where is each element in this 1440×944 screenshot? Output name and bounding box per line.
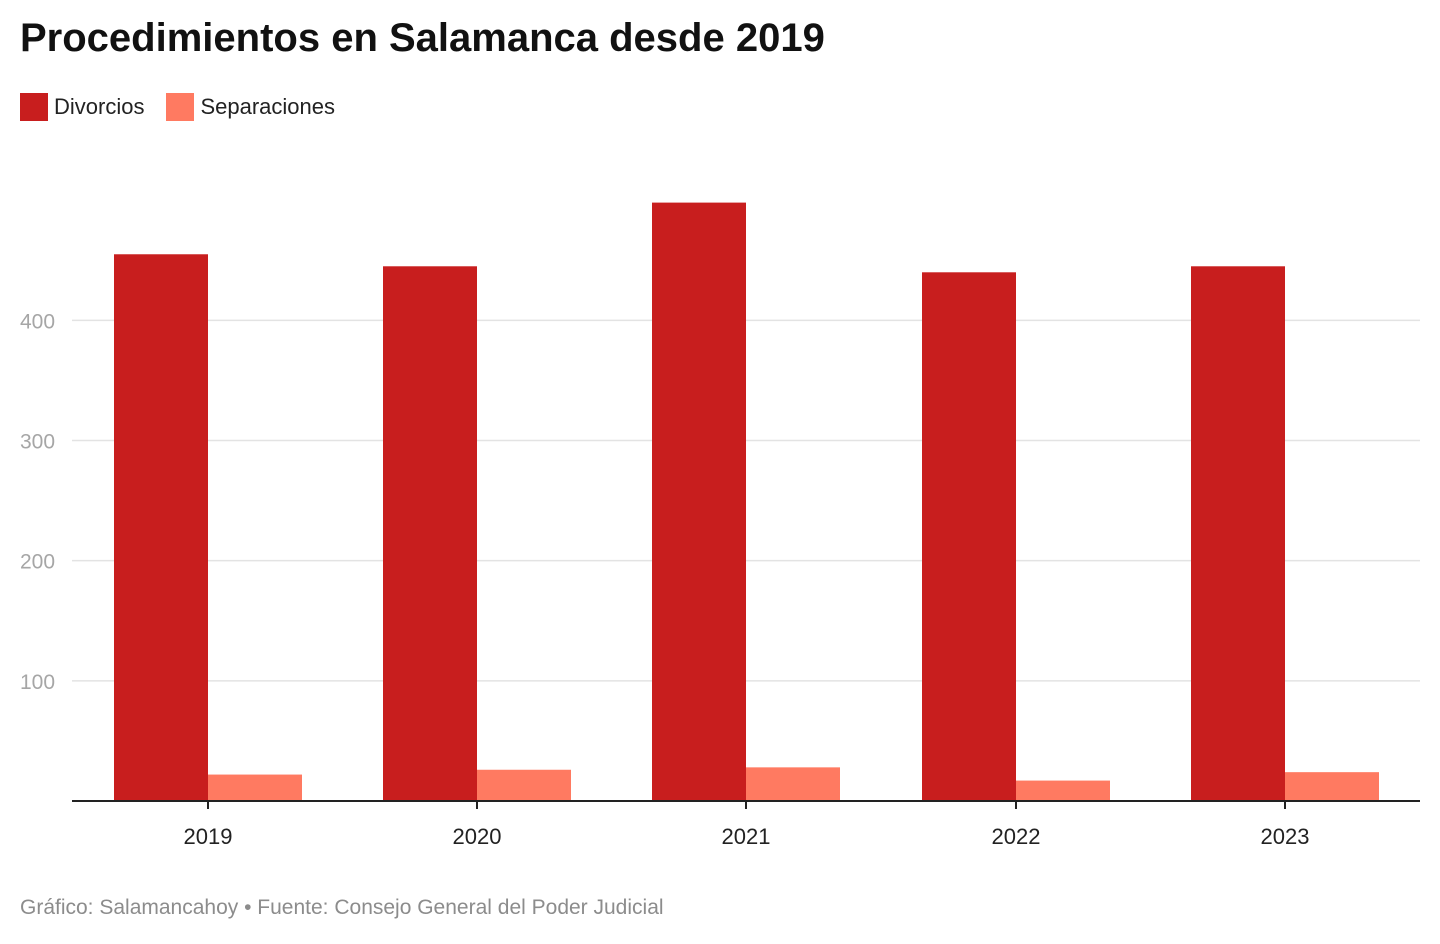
bar-divorcios-2019 — [114, 254, 208, 802]
bar-separaciones-2019 — [208, 774, 302, 801]
legend-label-divorcios: Divorcios — [54, 94, 145, 119]
x-tick-label-2020: 2020 — [453, 824, 502, 849]
bar-separaciones-2020 — [477, 769, 571, 801]
y-tick-label-400: 400 — [20, 310, 55, 333]
bar-separaciones-2022 — [1016, 780, 1110, 801]
chart-title: Procedimientos en Salamanca desde 2019 — [20, 16, 825, 60]
legend-item-separaciones: Separaciones — [166, 93, 335, 121]
legend-swatch-separaciones — [166, 93, 195, 121]
x-tick-label-2021: 2021 — [722, 824, 771, 849]
chart-footer: Gráfico: Salamancahoy • Fuente: Consejo … — [20, 896, 664, 919]
legend-label-separaciones: Separaciones — [200, 94, 336, 119]
legend-swatch-divorcios — [20, 93, 48, 121]
y-tick-label-200: 200 — [20, 551, 55, 574]
chart-legend: Divorcios Separaciones — [20, 92, 357, 122]
bar-divorcios-2022 — [922, 272, 1016, 801]
x-tick-label-2019: 2019 — [184, 824, 233, 849]
bar-separaciones-2023 — [1285, 772, 1379, 801]
bar-divorcios-2021 — [652, 202, 746, 801]
legend-item-divorcios: Divorcios — [20, 93, 144, 121]
y-tick-label-300: 300 — [20, 431, 55, 454]
y-tick-label-100: 100 — [20, 671, 55, 694]
x-tick-label-2023: 2023 — [1261, 824, 1310, 849]
bar-separaciones-2021 — [746, 767, 840, 801]
bar-divorcios-2020 — [383, 266, 477, 802]
x-tick-label-2022: 2022 — [992, 824, 1041, 849]
bar-divorcios-2023 — [1191, 266, 1285, 802]
